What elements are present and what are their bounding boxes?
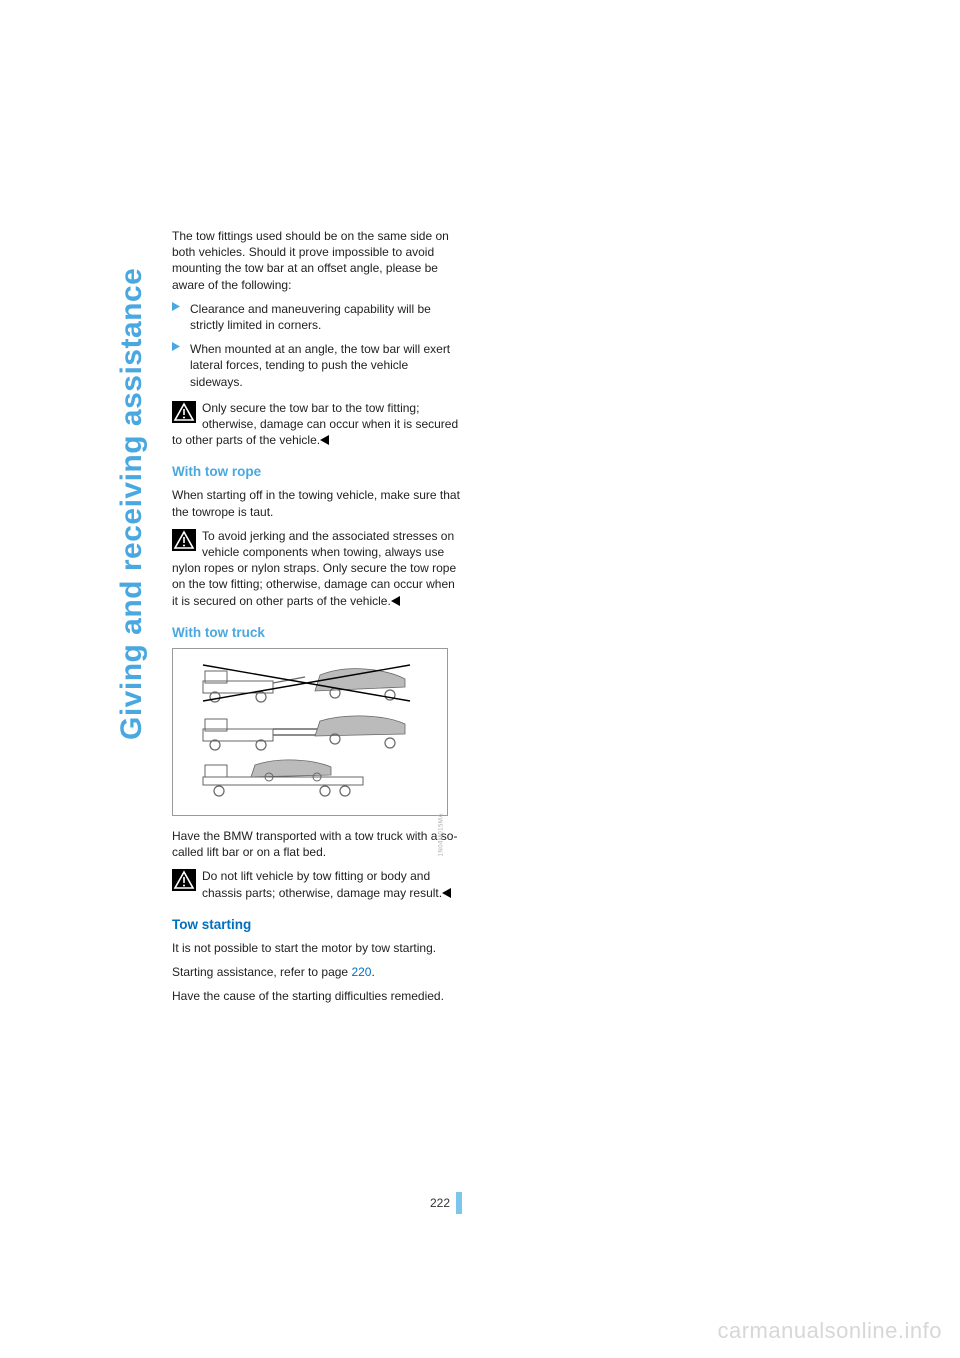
tow-starting-p2-text: Starting assistance, refer to page bbox=[172, 965, 351, 979]
bullet-list: Clearance and maneuvering capability wil… bbox=[172, 301, 462, 390]
figure-code-label: 1N04M015MA bbox=[437, 813, 445, 856]
figure-row-incorrect bbox=[179, 661, 441, 705]
tow-rope-paragraph: When starting off in the towing vehicle,… bbox=[172, 487, 462, 519]
figure-row-flatbed bbox=[179, 757, 441, 803]
tow-starting-p3: Have the cause of the starting difficult… bbox=[172, 988, 462, 1004]
warning-triangle-icon bbox=[172, 401, 196, 423]
warning-block: Only secure the tow bar to the tow fitti… bbox=[172, 400, 462, 450]
watermark: carmanualsonline.info bbox=[717, 1318, 942, 1344]
bullet-text: When mounted at an angle, the tow bar wi… bbox=[190, 341, 462, 390]
warning-block: Do not lift vehicle by tow fitting or bo… bbox=[172, 868, 462, 901]
tow-starting-p2-tail: . bbox=[371, 965, 374, 979]
subheading-tow-truck: With tow truck bbox=[172, 624, 462, 642]
page-number: 222 bbox=[430, 1196, 450, 1210]
tow-truck-caption: Have the BMW transported with a tow truc… bbox=[172, 828, 462, 860]
page-number-block: 222 bbox=[172, 1192, 462, 1214]
end-mark-icon bbox=[391, 594, 401, 610]
triangle-bullet-icon bbox=[172, 301, 190, 333]
tow-truck-figure: 1N04M015MA bbox=[172, 648, 448, 816]
side-chapter-title: Giving and receiving assistance bbox=[115, 268, 149, 740]
side-title-text: Giving and receiving assistance bbox=[115, 268, 148, 740]
warning-triangle-icon bbox=[172, 529, 196, 551]
tow-starting-p2: Starting assistance, refer to page 220. bbox=[172, 964, 462, 980]
bullet-item: Clearance and maneuvering capability wil… bbox=[172, 301, 462, 333]
warning-triangle-icon bbox=[172, 869, 196, 891]
warning-text: Only secure the tow bar to the tow fitti… bbox=[172, 401, 458, 447]
section-heading-tow-starting: Tow starting bbox=[172, 916, 462, 934]
warning-block: To avoid jerking and the associated stre… bbox=[172, 528, 462, 610]
warning-text: To avoid jerking and the associated stre… bbox=[172, 529, 456, 608]
main-content-column: The tow fittings used should be on the s… bbox=[172, 228, 462, 1013]
page: Giving and receiving assistance The tow … bbox=[0, 0, 960, 1358]
end-mark-icon bbox=[442, 886, 452, 902]
subheading-tow-rope: With tow rope bbox=[172, 463, 462, 481]
intro-paragraph: The tow fittings used should be on the s… bbox=[172, 228, 462, 293]
page-reference-link[interactable]: 220 bbox=[351, 965, 371, 979]
triangle-bullet-icon bbox=[172, 341, 190, 390]
bullet-item: When mounted at an angle, the tow bar wi… bbox=[172, 341, 462, 390]
figure-row-liftbar bbox=[179, 709, 441, 753]
end-mark-icon bbox=[320, 433, 330, 449]
page-number-bar bbox=[456, 1192, 462, 1214]
tow-starting-p1: It is not possible to start the motor by… bbox=[172, 940, 462, 956]
bullet-text: Clearance and maneuvering capability wil… bbox=[190, 301, 462, 333]
warning-text: Do not lift vehicle by tow fitting or bo… bbox=[202, 869, 442, 899]
